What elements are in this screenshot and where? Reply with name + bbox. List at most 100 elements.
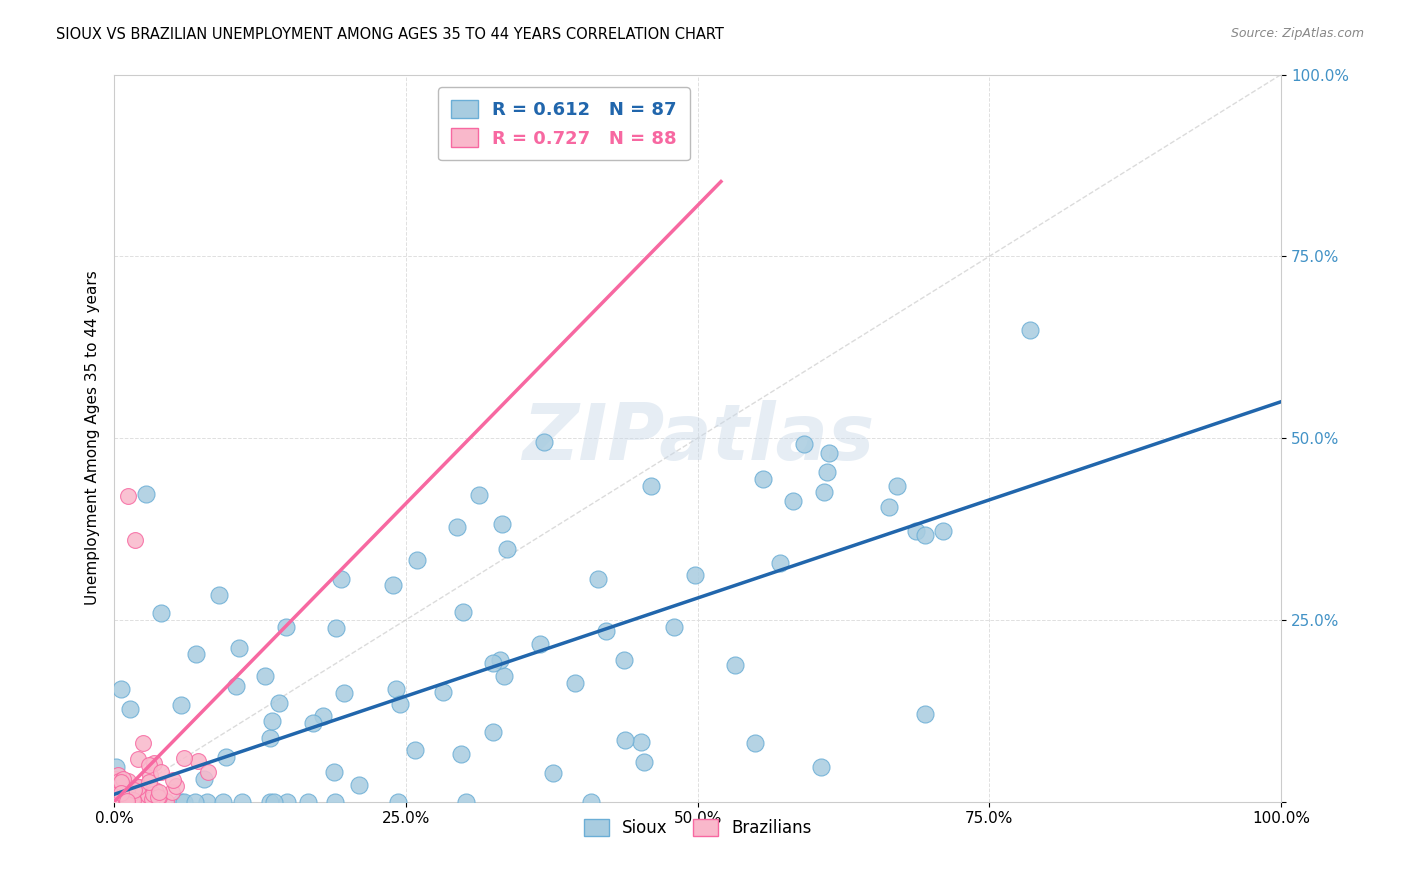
Point: [118, 788, 141, 802]
Point: [104, 794, 127, 808]
Point: [529, 636, 551, 650]
Point: [117, 792, 139, 806]
Point: [149, 765, 172, 780]
Point: [135, 487, 157, 501]
Point: [595, 624, 617, 639]
Point: [215, 749, 238, 764]
Point: [104, 760, 127, 774]
Point: [128, 780, 150, 794]
Point: [104, 789, 127, 804]
Point: [193, 772, 215, 786]
Point: [170, 698, 193, 713]
Point: [451, 605, 474, 619]
Point: [117, 489, 139, 503]
Point: [160, 784, 183, 798]
Point: [769, 556, 792, 570]
Point: [482, 656, 505, 670]
Point: [468, 488, 491, 502]
Point: [208, 588, 231, 602]
Point: [744, 736, 766, 750]
Point: [879, 500, 901, 515]
Point: [564, 676, 586, 690]
Point: [145, 792, 167, 806]
Point: [162, 772, 184, 787]
Point: [107, 791, 129, 805]
Point: [104, 792, 127, 806]
Point: [107, 780, 129, 794]
Point: [886, 478, 908, 492]
Point: [683, 568, 706, 582]
Point: [914, 527, 936, 541]
Point: [333, 686, 356, 700]
Point: [138, 758, 160, 772]
Point: [104, 774, 127, 789]
Point: [121, 780, 143, 795]
Point: [146, 789, 169, 804]
Point: [117, 784, 139, 798]
Point: [107, 791, 129, 805]
Point: [143, 756, 166, 771]
Point: [815, 466, 838, 480]
Point: [136, 789, 159, 803]
Point: [107, 767, 129, 781]
Point: [117, 780, 139, 794]
Point: [454, 795, 477, 809]
Point: [446, 520, 468, 534]
Point: [122, 793, 145, 807]
Point: [107, 794, 129, 808]
Point: [148, 785, 170, 799]
Point: [385, 682, 408, 697]
Point: [108, 791, 131, 805]
Point: [107, 789, 129, 803]
Point: [107, 793, 129, 807]
Point: [633, 755, 655, 769]
Point: [170, 795, 193, 809]
Point: [141, 792, 163, 806]
Text: SIOUX VS BRAZILIAN UNEMPLOYMENT AMONG AGES 35 TO 44 YEARS CORRELATION CHART: SIOUX VS BRAZILIAN UNEMPLOYMENT AMONG AG…: [56, 27, 724, 42]
Point: [115, 794, 138, 808]
Point: [115, 793, 138, 807]
Point: [122, 792, 145, 806]
Point: [138, 775, 160, 789]
Point: [127, 780, 149, 794]
Point: [118, 702, 141, 716]
Legend: Sioux, Brazilians: Sioux, Brazilians: [576, 813, 818, 844]
Point: [105, 785, 128, 799]
Point: [810, 760, 832, 774]
Point: [124, 533, 146, 547]
Point: [793, 437, 815, 451]
Point: [322, 764, 344, 779]
Point: [662, 620, 685, 634]
Text: ZIPatlas: ZIPatlas: [522, 400, 873, 476]
Point: [932, 524, 955, 538]
Point: [184, 647, 207, 661]
Point: [387, 795, 409, 809]
Point: [382, 578, 405, 592]
Point: [259, 731, 281, 745]
Point: [494, 669, 516, 683]
Point: [122, 795, 145, 809]
Point: [630, 735, 652, 749]
Point: [114, 782, 136, 797]
Point: [110, 775, 132, 789]
Point: [104, 784, 127, 798]
Point: [104, 789, 127, 804]
Point: [254, 668, 277, 682]
Point: [274, 619, 297, 633]
Point: [110, 791, 132, 805]
Point: [640, 479, 662, 493]
Point: [152, 795, 174, 809]
Point: [117, 787, 139, 801]
Point: [122, 789, 145, 804]
Point: [108, 774, 131, 789]
Point: [488, 653, 510, 667]
Point: [579, 795, 602, 809]
Point: [111, 789, 134, 803]
Point: [323, 795, 346, 809]
Point: [111, 794, 134, 808]
Point: [496, 541, 519, 556]
Point: [143, 782, 166, 797]
Point: [262, 714, 284, 728]
Point: [132, 736, 155, 750]
Point: [330, 572, 353, 586]
